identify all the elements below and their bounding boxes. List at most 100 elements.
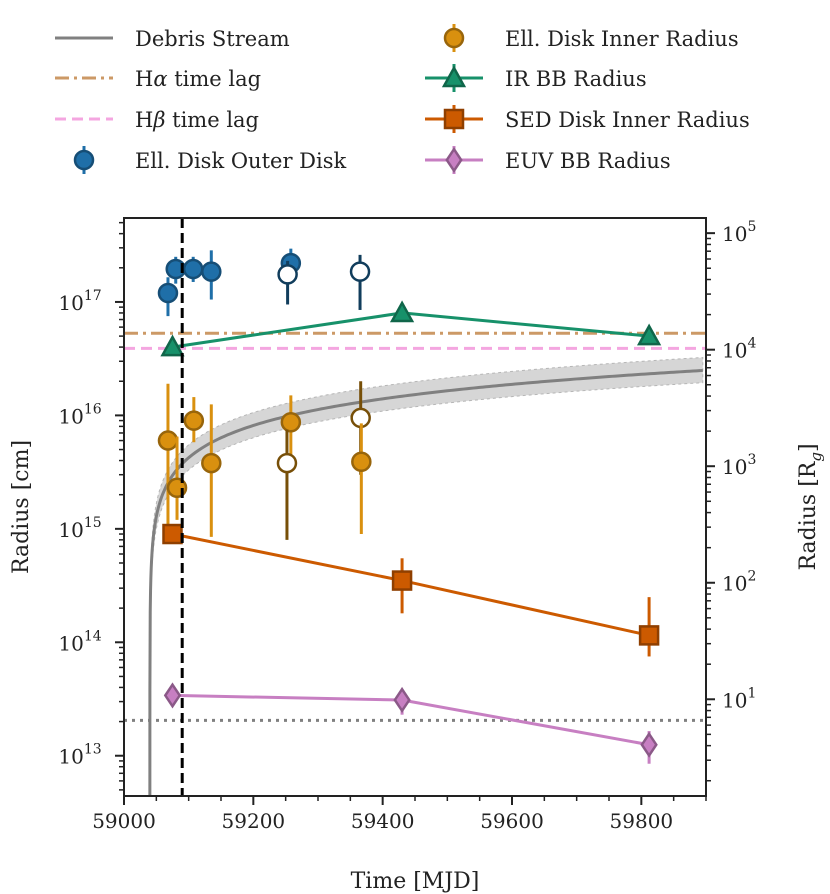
tick-power: 17 xyxy=(84,288,102,304)
y-right-tick-label-3: 104 xyxy=(722,336,756,363)
tick-power: 16 xyxy=(84,401,102,417)
legend-label-post: time lag xyxy=(165,108,259,132)
tick-power: 15 xyxy=(84,515,102,531)
right-label-close: ] xyxy=(796,443,821,452)
point-sed-2 xyxy=(638,625,660,646)
point-euv-0 xyxy=(163,682,182,709)
point-ir-0 xyxy=(160,334,185,357)
point-inner-3 xyxy=(201,452,222,474)
debris-stream-band xyxy=(149,356,704,703)
series-line-euv xyxy=(172,693,650,747)
tick-base: 10 xyxy=(58,745,83,769)
legend-label-post: time lag xyxy=(168,67,262,91)
point-inner-0 xyxy=(157,430,179,451)
point-inner-7 xyxy=(351,451,372,473)
legend-item-outer: Ell. Disk Outer Disk xyxy=(73,146,346,174)
tick-base: 10 xyxy=(58,291,83,315)
legend-label-halpha: Hα time lag xyxy=(135,67,261,91)
tick-base: 10 xyxy=(722,339,747,363)
legend-label-greek: β xyxy=(152,108,165,132)
tick-power: 3 xyxy=(747,452,756,468)
tick-power: 1 xyxy=(747,685,756,701)
point-outer-2 xyxy=(182,258,204,280)
tick-power: 4 xyxy=(747,336,756,352)
tick-base: 10 xyxy=(58,631,83,655)
legend-swatch-marker-sed xyxy=(443,108,465,130)
y-left-tick-label-3: 1016 xyxy=(58,401,101,428)
legend-item-hbeta: Hβ time lag xyxy=(55,108,259,132)
plot-area xyxy=(124,218,706,796)
series-inner xyxy=(157,381,372,540)
legend-swatch-marker-outer xyxy=(73,149,95,171)
debris-stream-line xyxy=(148,368,703,796)
point-outer-3 xyxy=(201,261,222,282)
legend-item-inner: Ell. Disk Inner Radius xyxy=(443,24,739,52)
plot-clipped xyxy=(124,218,706,796)
legend-label-sed: SED Disk Inner Radius xyxy=(505,108,750,132)
x-tick-label-3: 59600 xyxy=(480,809,544,833)
y-left-tick-label-0: 1013 xyxy=(58,742,101,769)
point-outer-5 xyxy=(277,264,298,285)
tick-power: 14 xyxy=(84,628,102,644)
point-euv-1 xyxy=(393,686,411,714)
tick-power: 2 xyxy=(747,569,756,585)
tick-base: 10 xyxy=(722,688,747,712)
x-axis-label: Time [MJD] xyxy=(351,869,480,894)
x-tick-label-1: 59200 xyxy=(222,809,286,833)
y-left-tick-label-1: 1014 xyxy=(58,628,101,655)
legend-label-inner: Ell. Disk Inner Radius xyxy=(505,27,739,51)
series-euv xyxy=(163,682,658,764)
legend-item-halpha: Hα time lag xyxy=(55,67,261,91)
legend-label-pre: H xyxy=(135,67,153,91)
point-sed-0 xyxy=(162,523,183,545)
y-right-tick-label-1: 102 xyxy=(722,569,756,596)
point-outer-0 xyxy=(157,282,179,304)
legend-label-greek: α xyxy=(153,67,167,91)
point-ir-2 xyxy=(636,323,662,346)
tick-base: 10 xyxy=(722,455,747,479)
legend-label-ir: IR BB Radius xyxy=(505,67,647,91)
y-right-tick-label-2: 103 xyxy=(722,452,756,479)
y-axis-label-right: Radius [Rg] xyxy=(796,443,825,570)
tick-base: 10 xyxy=(58,404,83,428)
point-ir-1 xyxy=(389,300,415,323)
legend-item-debris: Debris Stream xyxy=(55,27,290,51)
point-euv-2 xyxy=(640,731,658,758)
point-inner-5 xyxy=(276,452,298,474)
point-inner-2 xyxy=(183,410,205,431)
point-inner-4 xyxy=(280,412,302,433)
tick-base: 10 xyxy=(722,572,747,596)
series-outer xyxy=(157,248,371,317)
legend-label-debris: Debris Stream xyxy=(135,27,290,51)
x-tick-label-0: 59000 xyxy=(92,809,156,833)
series-ir xyxy=(160,300,662,357)
right-label-main: Radius [R xyxy=(796,460,821,570)
point-outer-6 xyxy=(349,261,371,282)
tick-base: 10 xyxy=(722,222,747,246)
tick-base: 10 xyxy=(58,518,83,542)
x-tick-label-2: 59400 xyxy=(351,809,415,833)
legend-item-sed: SED Disk Inner Radius xyxy=(425,105,750,133)
legend-swatch-marker-ir xyxy=(441,65,467,88)
legend-label-hbeta: Hβ time lag xyxy=(135,108,259,132)
legend-item-ir: IR BB Radius xyxy=(425,64,647,92)
axes: 59000 59200 59400 59600 59800101310141015101… xyxy=(9,217,825,894)
y-axis-label-left: Radius [cm] xyxy=(9,440,34,574)
legend-swatch-marker-euv xyxy=(445,146,463,174)
y-right-tick-label-0: 101 xyxy=(722,685,756,712)
legend-item-euv: EUV BB Radius xyxy=(425,146,671,174)
point-sed-1 xyxy=(391,570,413,591)
legend-swatch-marker-inner xyxy=(443,27,465,49)
y-left-tick-label-4: 1017 xyxy=(58,288,101,315)
tick-power: 13 xyxy=(84,742,102,758)
y-right-tick-label-4: 105 xyxy=(722,219,756,246)
y-left-tick-label-2: 1015 xyxy=(58,515,101,542)
series-sed xyxy=(162,523,660,657)
right-label-sub: g xyxy=(807,452,825,462)
legend-label-pre: H xyxy=(135,108,153,132)
legend-label-outer: Ell. Disk Outer Disk xyxy=(135,149,346,173)
legend-label-euv: EUV BB Radius xyxy=(505,149,671,173)
tick-power: 5 xyxy=(747,219,756,235)
